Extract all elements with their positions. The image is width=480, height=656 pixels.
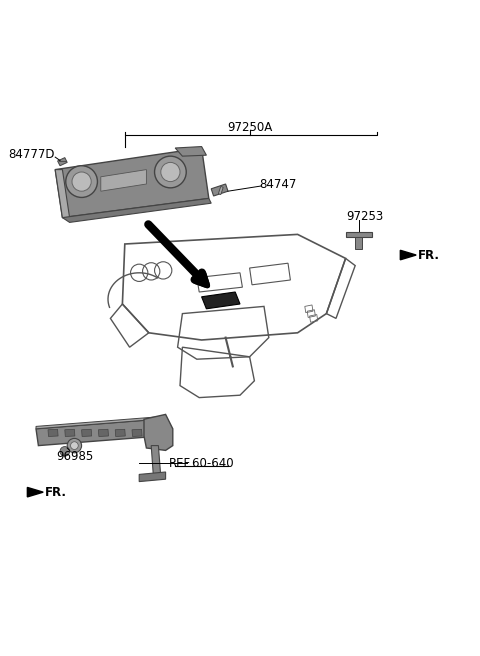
Text: 96985: 96985 — [56, 449, 93, 462]
Text: 84747: 84747 — [260, 178, 297, 190]
Circle shape — [67, 438, 82, 453]
Text: FR.: FR. — [45, 485, 67, 499]
Polygon shape — [211, 184, 228, 196]
Text: 84777D: 84777D — [8, 148, 54, 161]
Circle shape — [60, 447, 70, 456]
Polygon shape — [115, 429, 125, 436]
Polygon shape — [27, 487, 43, 497]
Polygon shape — [98, 429, 108, 436]
Polygon shape — [48, 429, 58, 436]
Polygon shape — [101, 170, 146, 191]
Polygon shape — [151, 445, 161, 479]
Polygon shape — [132, 429, 142, 436]
Polygon shape — [202, 292, 240, 309]
Polygon shape — [55, 170, 70, 218]
Polygon shape — [139, 472, 166, 482]
Polygon shape — [175, 146, 206, 156]
Circle shape — [71, 441, 78, 449]
Text: 97250A: 97250A — [227, 121, 272, 134]
Polygon shape — [400, 251, 416, 260]
Text: FR.: FR. — [418, 249, 440, 262]
Polygon shape — [55, 148, 209, 218]
Polygon shape — [65, 429, 75, 436]
Text: REF.60-640: REF.60-640 — [169, 457, 234, 470]
Text: 97253: 97253 — [346, 210, 384, 223]
Polygon shape — [346, 232, 372, 237]
Circle shape — [161, 163, 180, 182]
Polygon shape — [218, 186, 223, 195]
Polygon shape — [355, 237, 362, 249]
Polygon shape — [144, 415, 173, 451]
Circle shape — [72, 172, 91, 191]
Circle shape — [155, 156, 186, 188]
Polygon shape — [36, 419, 161, 445]
Polygon shape — [36, 417, 158, 429]
Circle shape — [66, 166, 97, 197]
Polygon shape — [58, 157, 67, 166]
Polygon shape — [82, 429, 92, 436]
Polygon shape — [62, 198, 211, 222]
